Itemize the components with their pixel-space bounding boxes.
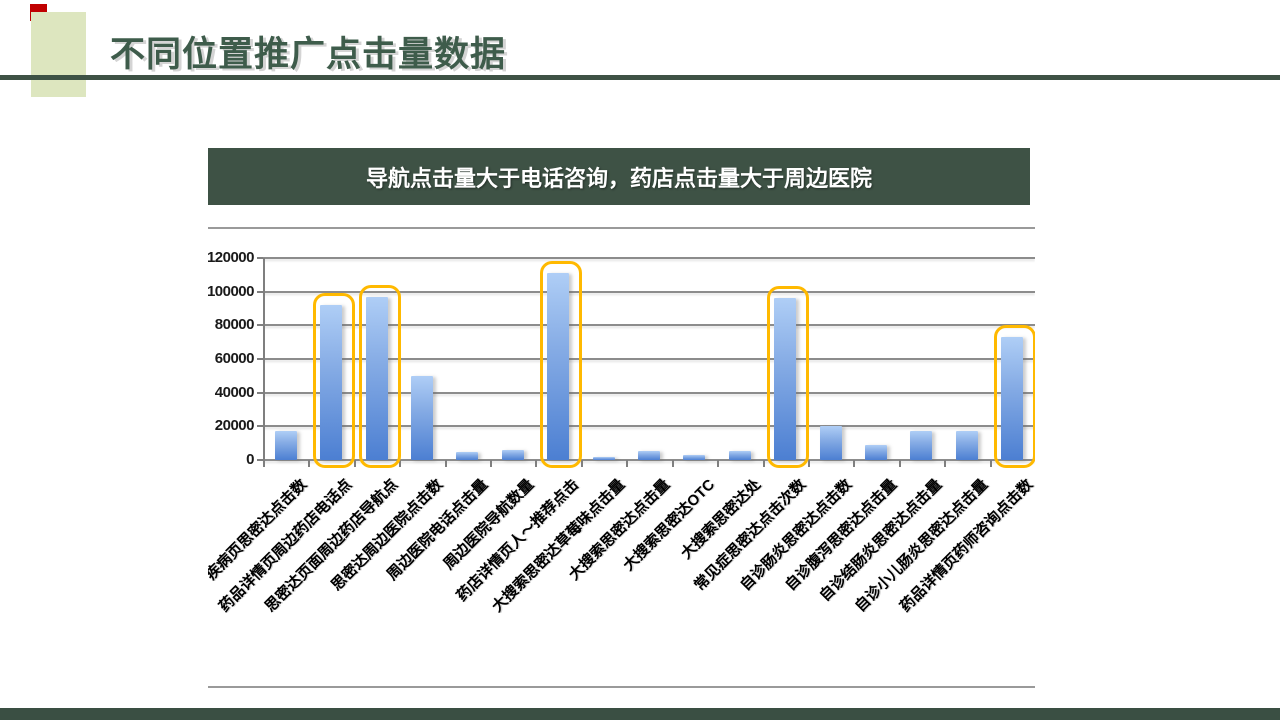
gridline <box>263 358 1035 360</box>
x-axis-tick <box>717 460 720 467</box>
x-axis-tick <box>263 460 265 467</box>
y-axis-tick-label: 80000 <box>214 316 255 334</box>
y-axis-tick-label: 40000 <box>214 383 255 401</box>
accent-green-rectangle <box>31 12 86 97</box>
bar <box>774 298 797 460</box>
y-axis-tick <box>257 459 263 461</box>
x-axis-tick <box>444 460 447 467</box>
chart-headline-banner: 导航点击量大于电话咨询，药店点击量大于周边医院 <box>208 148 1030 205</box>
y-axis-tick <box>257 324 263 327</box>
x-axis-tick <box>353 460 356 467</box>
x-axis-tick <box>671 460 674 467</box>
x-axis-tick <box>580 460 583 467</box>
gridline <box>263 290 1035 293</box>
y-axis-tick <box>257 290 263 293</box>
gridline <box>263 324 1035 327</box>
bar <box>910 431 933 460</box>
bar <box>1001 337 1024 460</box>
x-axis-tick <box>944 460 947 467</box>
y-axis-tick <box>257 358 263 360</box>
x-axis-tick <box>807 460 810 467</box>
x-axis-tick <box>626 460 629 467</box>
highlight-box <box>767 286 810 468</box>
bar <box>410 375 433 460</box>
bar <box>274 431 297 460</box>
y-axis-tick-label: 100000 <box>208 282 255 300</box>
bar <box>955 431 978 460</box>
bar <box>365 296 388 460</box>
gridline <box>263 391 1035 394</box>
highlight-box <box>994 325 1035 468</box>
title-underline <box>0 75 1280 80</box>
y-axis-tick-label: 60000 <box>214 350 255 367</box>
x-axis-tick <box>399 460 402 467</box>
y-axis-tick <box>257 391 263 394</box>
page-title: 不同位置推广点击量数据 <box>110 35 507 74</box>
bar <box>728 451 751 460</box>
bar <box>456 451 479 460</box>
y-axis-tick-label: 120000 <box>208 249 255 266</box>
bar-chart: 0 20000 40000 60000 80000 100000 120000 疾病页思密达点… <box>208 227 1035 688</box>
gridline <box>263 425 1035 428</box>
bar <box>638 450 660 460</box>
highlight-box <box>358 284 401 468</box>
y-axis-tick <box>257 425 263 428</box>
x-axis-tick <box>898 460 901 467</box>
bar <box>592 456 615 460</box>
bar <box>683 454 706 460</box>
x-axis-tick <box>535 460 538 467</box>
bar <box>547 273 570 460</box>
bar <box>819 426 842 460</box>
bar <box>501 449 524 460</box>
chart-headline-text: 导航点击量大于电话咨询，药店点击量大于周边医院 <box>365 165 872 191</box>
y-axis-tick-label: 20000 <box>214 417 255 435</box>
x-axis-tick <box>853 460 856 467</box>
x-axis-tick <box>490 460 493 467</box>
y-axis-line <box>263 258 265 460</box>
y-axis-tick-label: 0 <box>246 451 254 468</box>
y-axis-tick <box>257 257 263 259</box>
bar <box>865 444 888 460</box>
x-axis-tick <box>762 460 765 467</box>
footer-bar <box>0 708 1280 720</box>
highlight-box <box>540 261 583 468</box>
x-axis-tick <box>989 460 992 467</box>
bar <box>320 305 343 460</box>
gridline <box>263 257 1035 259</box>
x-axis-tick <box>308 460 311 467</box>
highlight-box <box>313 293 356 468</box>
x-axis-line <box>263 459 1035 461</box>
